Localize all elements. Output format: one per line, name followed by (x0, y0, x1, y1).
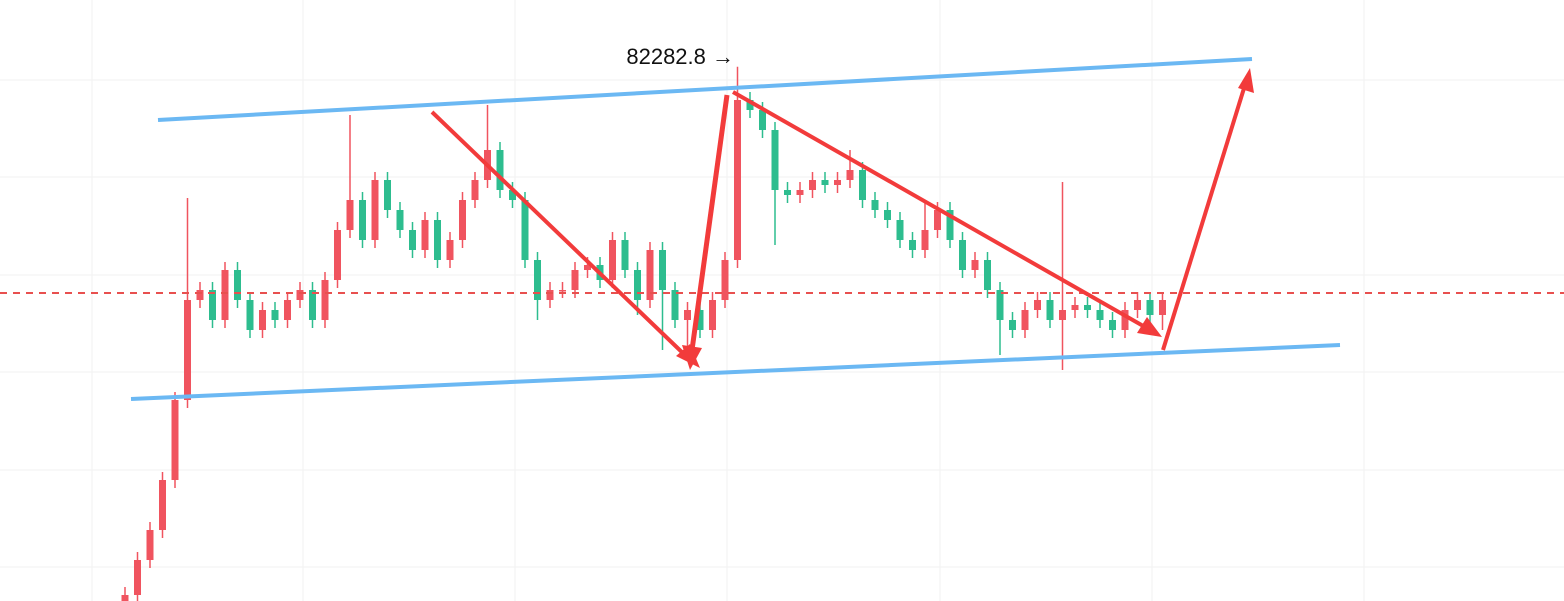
candle-body (746, 100, 754, 110)
candle-body (609, 240, 616, 280)
candle-body (471, 180, 479, 200)
trend-arrows (430, 68, 1254, 370)
candle-body (421, 220, 429, 250)
candle-body (296, 290, 304, 300)
candle-body (496, 150, 504, 190)
candle-body (684, 310, 691, 320)
candle-body (671, 290, 679, 320)
candle-body (271, 310, 279, 320)
candle-body (984, 260, 991, 290)
candle-body (1021, 310, 1029, 330)
candle-body (1159, 300, 1166, 315)
candle-body (1034, 300, 1041, 310)
candle-body (809, 180, 816, 190)
candle-body (634, 270, 641, 300)
candle-body (796, 190, 804, 195)
candle-body (234, 270, 241, 300)
candle-body (696, 310, 704, 330)
candle-body (246, 300, 254, 330)
candle-body (259, 310, 266, 330)
candle-body (459, 200, 466, 240)
candle-body (959, 240, 966, 270)
candle-body (371, 180, 379, 240)
candle-body (934, 210, 941, 230)
candle-body (834, 180, 841, 185)
candle-body (909, 240, 916, 250)
candle-body (1121, 310, 1129, 330)
candle-body (971, 260, 979, 270)
candle-body (396, 210, 404, 230)
candle-body (334, 230, 341, 280)
candle-body (659, 250, 666, 290)
candle-body (409, 230, 416, 250)
candle-body (359, 200, 366, 240)
channel-bottom (130, 343, 1341, 401)
candle-body (521, 200, 529, 260)
candle-body (121, 595, 129, 601)
candle-body (184, 300, 191, 400)
candle-body (1109, 320, 1116, 330)
candle-body (221, 270, 229, 320)
candle-body (884, 210, 891, 220)
candle-body (759, 110, 766, 130)
candle-body (871, 200, 879, 210)
candle-body (646, 250, 654, 300)
high-label: 82282.8 → (626, 44, 734, 69)
candle-body (559, 290, 566, 292)
candle-body (584, 265, 591, 270)
candle-body (1009, 320, 1016, 330)
candle-body (309, 290, 316, 320)
candle-body (859, 170, 866, 200)
candle-body (771, 130, 779, 190)
candle-body (996, 290, 1004, 320)
candle-body (784, 190, 791, 195)
candles (121, 66, 1166, 601)
candle-body (946, 210, 954, 240)
candle-body (571, 270, 579, 290)
candle-body (384, 180, 391, 210)
candle-body (821, 180, 829, 185)
candle-body (534, 260, 541, 300)
candle-body (546, 290, 554, 300)
candle-body (734, 100, 741, 260)
candle-body (1134, 300, 1141, 310)
candle-body (896, 220, 904, 240)
candle-body (171, 400, 179, 480)
candle-body (209, 290, 216, 320)
candle-body (321, 280, 329, 320)
candle-body (1059, 310, 1066, 320)
candle-body (134, 560, 141, 595)
candle-body (1084, 305, 1091, 310)
candle-body (284, 300, 291, 320)
candle-body (509, 190, 516, 200)
candle-body (446, 240, 454, 260)
candle-body (921, 230, 929, 250)
channel-top (157, 57, 1253, 122)
candle-body (709, 300, 716, 330)
candle-body (621, 240, 629, 270)
candle-body (846, 170, 854, 180)
candle-body (721, 260, 729, 300)
candle-body (1071, 305, 1079, 310)
candle-body (196, 290, 204, 300)
candle-body (434, 220, 441, 260)
candle-body (1096, 310, 1104, 320)
candle-body (1046, 300, 1054, 320)
candle-body (159, 480, 166, 530)
annotations: 82282.8 → (0, 44, 1564, 401)
candle-body (1146, 300, 1154, 315)
candle-body (146, 530, 154, 560)
candle-body (346, 200, 354, 230)
